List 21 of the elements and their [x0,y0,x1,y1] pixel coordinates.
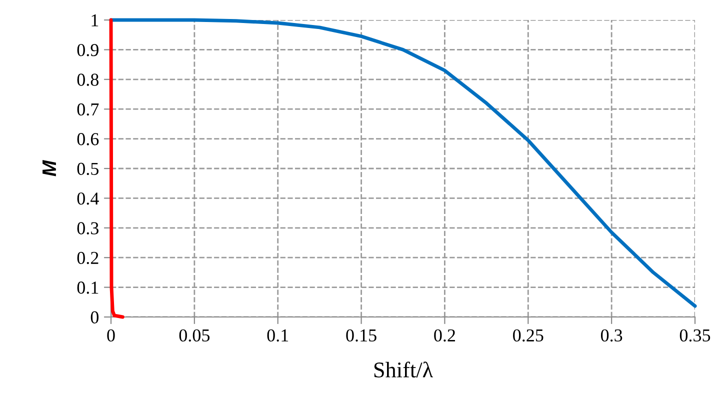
y-tick-label: 0.2 [77,252,98,264]
y-tick-label: 1 [92,14,98,26]
x-tick-label: 0.3 [600,329,622,342]
y-axis-title: M [42,160,56,176]
y-tick-label: 0.3 [77,222,98,234]
y-tick-label: 0 [90,311,99,324]
x-tick-label: 0.25 [513,329,544,342]
x-tick-label: 0.35 [680,329,710,342]
x-tick-label: 0.2 [434,329,456,342]
x-tick-label: 0.05 [179,329,210,342]
y-tick-label: 0.7 [77,103,99,116]
x-tick-label: 0 [107,329,115,342]
x-tick-label: 0.15 [346,329,376,342]
y-tick-label: 0.4 [77,192,99,205]
y-tick-label: 0.9 [77,44,98,56]
x-axis-title: Shift/λ [374,362,433,378]
y-tick-label: 0.1 [77,282,98,294]
x-tick-label: 0.1 [267,329,288,342]
y-tick-label: 0.8 [77,74,99,86]
y-tick-label: 0.6 [77,133,99,146]
y-tick-label: 0.5 [77,162,98,176]
